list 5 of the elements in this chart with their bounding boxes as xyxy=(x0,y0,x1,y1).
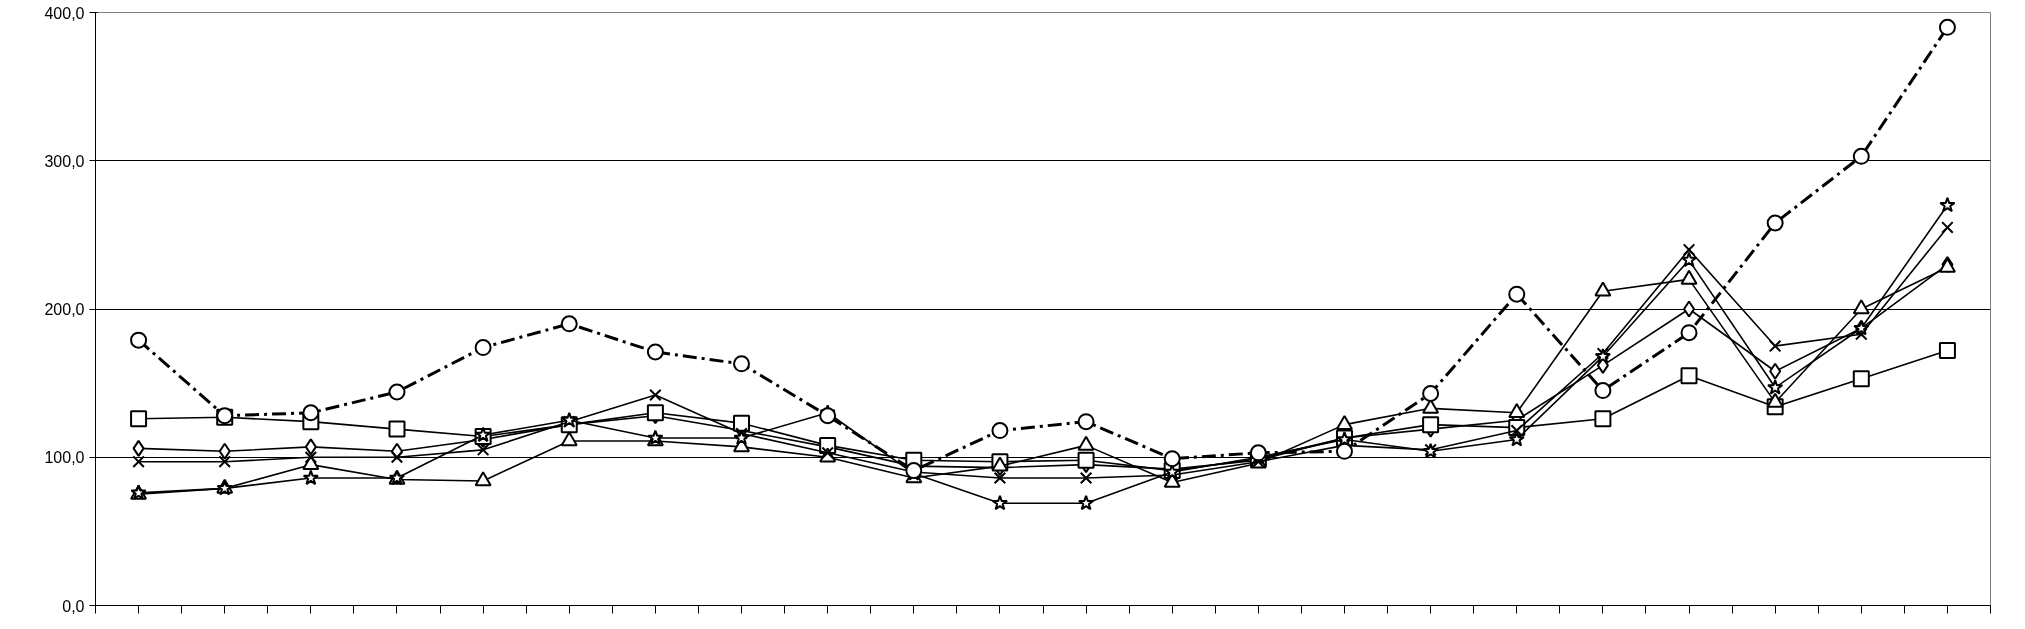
y-tick-label: 0,0 xyxy=(62,597,85,615)
y-tick-label: 300,0 xyxy=(44,152,85,170)
y-tick-label: 200,0 xyxy=(44,301,85,318)
y-tick-label: 400,0 xyxy=(44,4,85,22)
y-tick-label: 100,0 xyxy=(44,449,85,467)
